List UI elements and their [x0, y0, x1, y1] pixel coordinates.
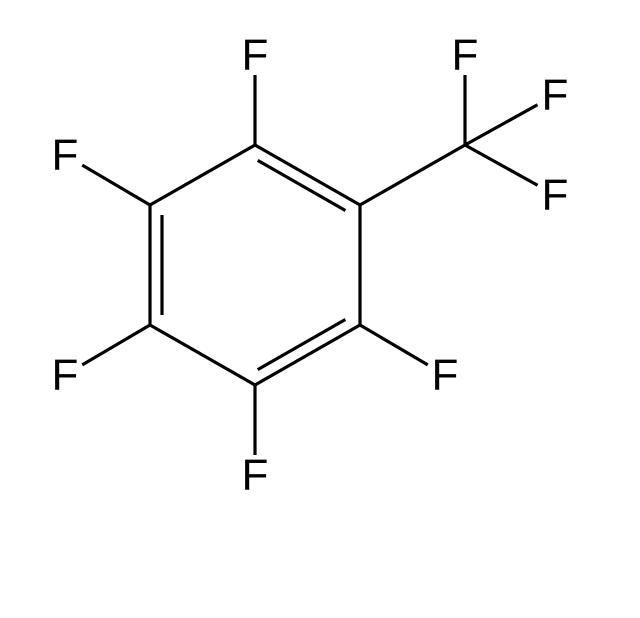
atom-label: F [52, 351, 79, 400]
atom-label: F [542, 171, 569, 220]
atom-label: F [432, 351, 459, 400]
atom-label: F [242, 451, 269, 500]
chemical-structure: F F F F F F F F [0, 0, 640, 618]
atom-label: F [452, 31, 479, 80]
atom-label: F [542, 71, 569, 120]
atom-label: F [52, 131, 79, 180]
atom-label: F [242, 31, 269, 80]
